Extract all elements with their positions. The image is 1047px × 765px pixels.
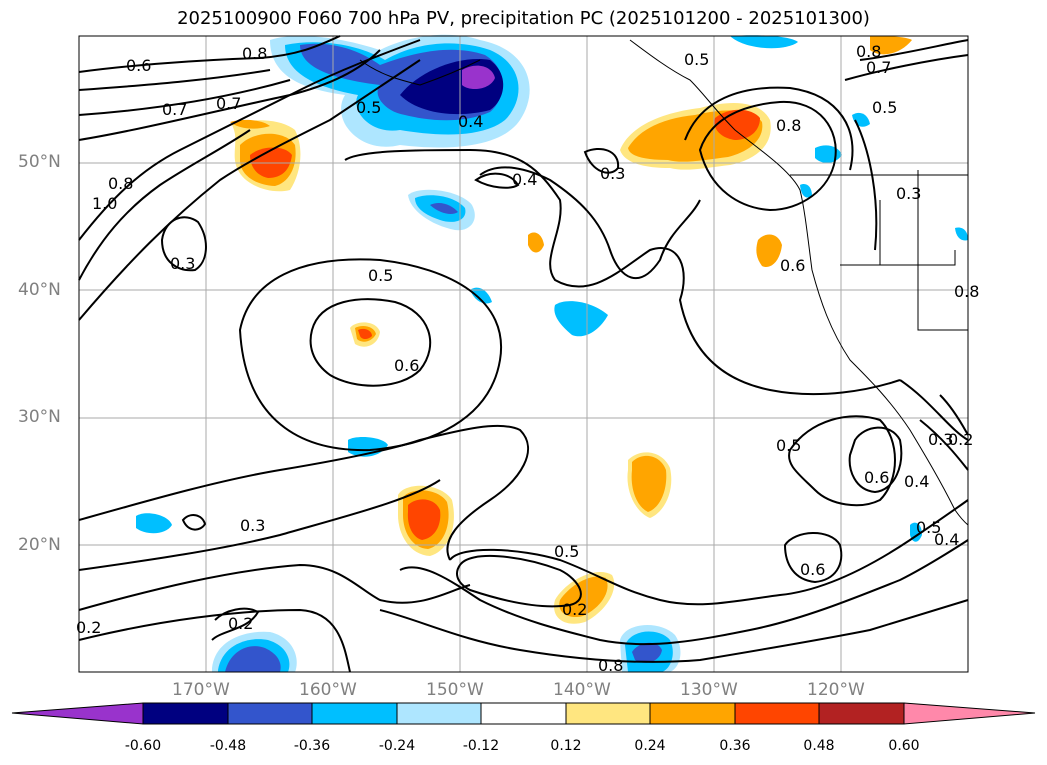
colorbar-label: -0.36	[293, 738, 331, 754]
lon-label-140w: 140°W	[553, 680, 611, 700]
map-frame	[78, 35, 969, 673]
contour-label: 0.8	[776, 116, 802, 135]
contour-0.5-loop	[238, 258, 503, 452]
colorbar-label: -0.60	[124, 738, 162, 754]
pv-contours	[78, 35, 969, 673]
colorbar-label: 0.12	[550, 738, 582, 754]
contour-label: 0.6	[864, 468, 890, 487]
colorbar-label: -0.24	[378, 738, 416, 754]
contour-0.3-south	[78, 479, 441, 571]
colorbar-max-arrow	[903, 702, 1036, 725]
contour-label: 0.8	[108, 174, 134, 193]
contour-label: 0.2	[76, 618, 102, 637]
contour-label: 0.4	[934, 530, 960, 549]
contour-0.6-loop	[309, 298, 432, 387]
lon-label-160w: 160°W	[299, 680, 357, 700]
contour-label: 0.3	[600, 164, 626, 183]
lon-label-130w: 130°W	[680, 680, 738, 700]
contour-0.5-south	[78, 424, 530, 561]
coastlines	[359, 39, 969, 526]
contour-0.5-inner-loop	[456, 555, 582, 608]
contour-0.6-se	[783, 532, 843, 584]
colorbar-label: -0.48	[209, 738, 247, 754]
lat-label-30n: 30°N	[18, 407, 61, 427]
colorbar-label: 0.48	[803, 738, 835, 754]
lat-label-50n: 50°N	[18, 152, 61, 172]
contour-label: 0.5	[554, 542, 580, 561]
lon-label-170w: 170°W	[172, 680, 230, 700]
contour-label: 0.2	[948, 430, 974, 449]
contour-label: 0.3	[928, 430, 954, 449]
contour-label: 0.4	[458, 112, 484, 131]
map-title: 2025100900 F060 700 hPa PV, precipitatio…	[177, 8, 870, 29]
contour-label: 0.5	[368, 266, 394, 285]
contour-label: 0.6	[800, 560, 826, 579]
contour-label: 0.7	[866, 58, 892, 77]
contour-label: 0.6	[126, 56, 152, 75]
contour-0.6-east	[848, 426, 903, 494]
lon-label-120w: 120°W	[807, 680, 865, 700]
contour-label: 0.3	[170, 254, 196, 273]
lat-label-20n: 20°N	[18, 535, 61, 555]
contour-0.4-south	[449, 499, 969, 606]
contour-label: 0.7	[162, 100, 188, 119]
contour-label: 0.3	[240, 516, 266, 535]
contour-label: 0.8	[856, 42, 882, 61]
colorbar-label: 0.60	[888, 738, 920, 754]
contour-label: 0.5	[916, 518, 942, 537]
contour-0.4-main	[344, 148, 901, 396]
contour-label: 0.5	[872, 98, 898, 117]
contour-label: 0.4	[512, 170, 538, 189]
contour-0.5-east	[788, 415, 896, 507]
contour-label: 0.3	[896, 184, 922, 203]
contour-label: 0.8	[954, 282, 980, 301]
contour-0.3-west	[160, 216, 207, 272]
colorbar-label: -0.12	[462, 738, 500, 754]
contour-label: 0.5	[356, 98, 382, 117]
lat-label-40n: 40°N	[18, 280, 61, 300]
contour-label: 0.7	[216, 94, 242, 113]
contour-label: 0.5	[684, 50, 710, 69]
colorbar	[11, 702, 1036, 725]
contour-label: 0.4	[904, 472, 930, 491]
contour-label: 0.2	[228, 614, 254, 633]
contour-label: 1.0	[92, 194, 118, 213]
colorbar-label: 0.36	[719, 738, 751, 754]
contour-label: 0.5	[776, 436, 802, 455]
contour-label: 0.2	[562, 600, 588, 619]
colorbar-label: 0.24	[634, 738, 666, 754]
contour-label: 0.6	[780, 256, 806, 275]
lon-label-150w: 150°W	[426, 680, 484, 700]
contour-label: 0.6	[394, 356, 420, 375]
contour-0.3-loop	[479, 166, 701, 280]
contour-label: 0.8	[242, 44, 268, 63]
contour-label: 0.8	[598, 656, 624, 675]
